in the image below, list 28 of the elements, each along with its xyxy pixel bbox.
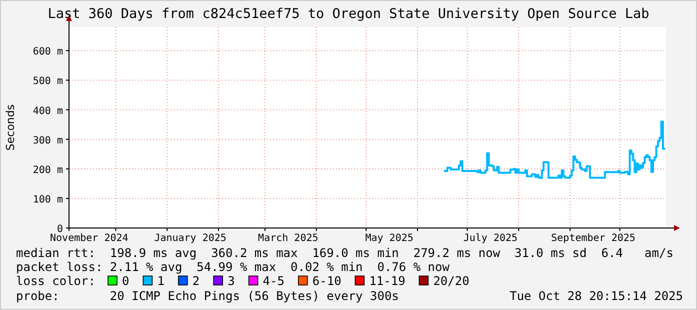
x-tick-label: March 2025 (258, 233, 318, 244)
x-tick-label: May 2025 (365, 233, 414, 244)
x-tick-label: September 2025 (551, 233, 636, 244)
y-tick-label: 500 m (32, 76, 63, 88)
legend-title: loss color: (16, 274, 96, 288)
x-tick-label: July 2025 (463, 233, 518, 244)
y-tick-label: 0 (56, 224, 63, 235)
legend-label: 1 (157, 274, 164, 288)
legend-label: 6-10 (312, 274, 342, 288)
chart-title: Last 360 Days from c824c51eef75 to Oregon State University Open Source Lab (48, 6, 650, 22)
x-tick-label: November 2024 (50, 233, 128, 244)
legend-label: 20/20 (433, 274, 470, 288)
y-tick-label: 100 m (32, 194, 63, 206)
y-tick-label: 300 m (32, 135, 63, 146)
y-axis-title: Seconds (4, 104, 17, 151)
legend-label: 2 (192, 274, 200, 288)
y-tick-label: 600 m (32, 46, 63, 58)
legend-label: 4-5 (262, 274, 284, 288)
text: Tue Oct 28 20:15:14 2025 (510, 289, 683, 303)
y-tick-label: 200 m (32, 164, 63, 176)
text: median rtt: 198.9 ms avg 360.2 ms max 169.0 ms min 279.2 ms now 31.0 ms sd 6.4 am/s (16, 246, 674, 260)
legend-label: 0 (122, 274, 130, 288)
legend-label: 11-19 (369, 274, 406, 288)
y-tick-label: 400 m (32, 106, 63, 117)
legend-label: 3 (228, 274, 235, 288)
text: packet loss: 2.11 % avg 54.99 % max 0.02 % min 0.76 % now (16, 260, 450, 274)
text: probe: 20 ICMP Echo Pings (56 Bytes) every 300s (16, 289, 399, 303)
x-tick-label: January 2025 (154, 233, 226, 244)
